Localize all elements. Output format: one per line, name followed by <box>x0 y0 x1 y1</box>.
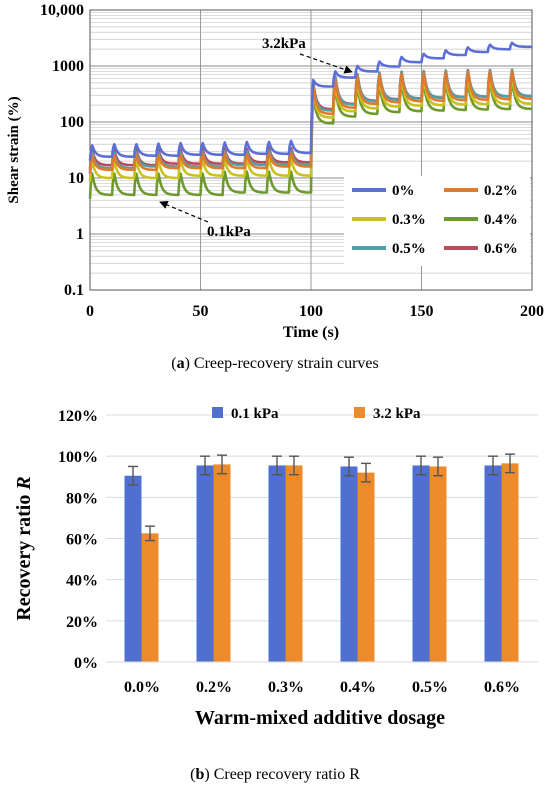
bar-3.2 kPa-0.0% <box>141 533 159 662</box>
caption-a: (a) Creep-recovery strain curves <box>171 355 379 372</box>
y-tick-label: 40% <box>66 573 98 590</box>
legend-label: 0.2% <box>484 183 518 199</box>
bar-0.1 kPa-0.4% <box>340 466 358 662</box>
bar-3.2 kPa-0.4% <box>357 472 375 662</box>
legend-label: 0.5% <box>392 241 426 257</box>
y-axis-title-main: Recovery ratio <box>13 490 35 621</box>
y-tick-label: 100% <box>58 449 98 466</box>
legend-label: 0.3% <box>392 212 426 228</box>
bar-0.1 kPa-0.6% <box>484 465 502 662</box>
legend-swatch <box>354 407 365 418</box>
y-tick-label: 100 <box>60 114 84 131</box>
legend-label: 0.1 kPa <box>231 406 279 422</box>
bar-3.2 kPa-0.2% <box>213 464 231 662</box>
y-axis-title: Shear strain (%) <box>6 96 22 203</box>
y-axis-title-symbol: R <box>13 476 35 490</box>
annotation-0-1kpa: 0.1kPa <box>207 224 251 240</box>
legend-label: 0% <box>392 183 415 199</box>
x-tick-label: 0.2% <box>196 679 232 696</box>
legend: 0% 0.2% 0.3% 0.4% 0.5% 0.6% <box>344 176 530 266</box>
annotation-arrow-0-1kpa <box>159 201 209 223</box>
creep-recovery-ratio-chart: 0% 20% 40% 60% 80% 100% 120% 0.0% 0.2% 0.3% 0.4% 0.… <box>13 406 538 729</box>
y-tick-label: 80% <box>66 490 98 507</box>
bar-0.1 kPa-0.0% <box>124 475 142 662</box>
series-line-0% <box>88 41 532 161</box>
x-tick-label: 0.5% <box>412 679 448 696</box>
bar-3.2 kPa-0.5% <box>429 466 447 662</box>
x-tick-label: 0 <box>86 303 94 320</box>
x-tick-label: 100 <box>299 303 323 320</box>
bar-3.2 kPa-0.6% <box>501 463 519 662</box>
series-line-0.2% <box>88 70 533 174</box>
y-tick-label: 10 <box>68 170 84 187</box>
annotation-arrow-3-2kpa <box>299 53 353 74</box>
legend-label: 0.6% <box>484 241 518 257</box>
x-tick-label: 0.4% <box>340 679 376 696</box>
y-tick-label: 0% <box>74 655 98 672</box>
y-tick-label: 60% <box>66 532 98 549</box>
x-tick-label: 0.0% <box>124 679 160 696</box>
legend-label: 3.2 kPa <box>373 406 421 422</box>
x-tick-label: 0.3% <box>268 679 304 696</box>
y-tick-label: 0.1 <box>64 282 84 299</box>
x-axis-title: Time (s) <box>283 324 339 341</box>
x-axis-title: Warm-mixed additive dosage <box>195 707 445 729</box>
y-tick-label: 120% <box>58 408 98 425</box>
y-tick-label: 10,000 <box>40 2 84 19</box>
legend-swatch <box>212 407 223 418</box>
caption-b: (b) Creep recovery ratio R <box>190 766 360 783</box>
y-axis-title: Recovery ratio R <box>13 476 35 620</box>
x-tick-label: 0.6% <box>484 679 520 696</box>
x-tick-label: 150 <box>410 303 434 320</box>
x-tick-label: 50 <box>193 303 209 320</box>
series-line-0.4% <box>88 79 532 199</box>
bar-0.1 kPa-0.2% <box>196 465 214 662</box>
legend: 0.1 kPa 3.2 kPa <box>212 406 421 422</box>
creep-recovery-strain-chart: 0.1 1 10 100 1000 10,000 0 50 100 150 200 Time (s) S… <box>6 2 544 341</box>
bar-0.1 kPa-0.3% <box>268 465 286 662</box>
series-line-0.3% <box>88 74 532 183</box>
legend-label: 0.4% <box>484 212 518 228</box>
y-tick-label: 1 <box>76 226 84 243</box>
y-tick-label: 1000 <box>52 58 84 75</box>
y-tick-label: 20% <box>66 614 98 631</box>
bar-3.2 kPa-0.3% <box>285 465 303 662</box>
annotation-3-2kpa: 3.2kPa <box>262 36 306 52</box>
bar-0.1 kPa-0.5% <box>412 465 430 662</box>
x-tick-label: 200 <box>520 303 544 320</box>
